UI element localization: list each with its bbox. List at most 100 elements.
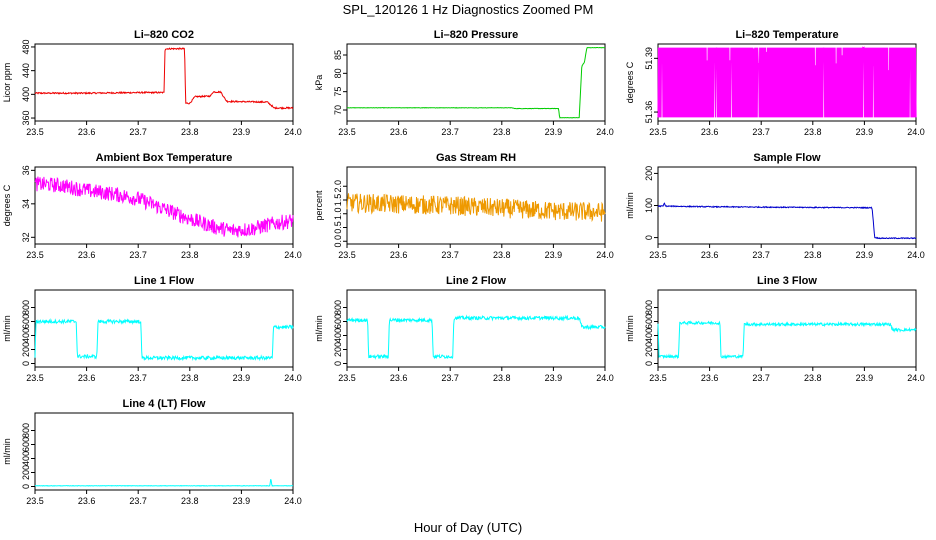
panel-8-ylabel: ml/min (625, 315, 635, 342)
panel-7-xtick-label: 23.8 (493, 373, 511, 383)
panel-2-title: Li–820 Temperature (735, 29, 838, 41)
panel-2-ytick-label: 51.36 (644, 101, 654, 124)
panel-7: Line 2 Flow 23.5 23.6 23.7 23.8 23.9 24.0 0 2004… (314, 275, 614, 383)
panel-5-xtick-label: 23.9 (856, 250, 874, 260)
panel-8-xtick-label: 24.0 (907, 373, 925, 383)
panel-9-ytick-label: 0 (21, 484, 31, 489)
panel-2-xtick-label: 23.7 (752, 127, 770, 137)
panel-9: Line 4 (LT) Flow 23.5 23.6 23.7 23.8 23.9 24.0… (2, 398, 302, 506)
panel-6-xtick-label: 24.0 (284, 373, 302, 383)
panel-3-xtick-label: 24.0 (284, 250, 302, 260)
panel-1-xtick-label: 23.9 (545, 127, 563, 137)
panel-3-ylabel: degrees C (2, 184, 12, 226)
panel-0-frame (34, 43, 294, 122)
panel-4: Gas Stream RH 23.5 23.6 23.7 23.8 23.9 24.0 0.0… (314, 152, 614, 260)
panel-8-ytick-label: 600 (644, 314, 654, 329)
panel-6-xtick-label: 23.6 (78, 373, 96, 383)
panel-1: Li–820 Pressure 23.5 23.6 23.7 23.8 23.9 24.0 7… (314, 29, 614, 137)
panel-6-ytick-label: 0 (21, 361, 31, 366)
panel-1-xtick-label: 23.6 (390, 127, 408, 137)
panel-9-xtick-label: 23.9 (233, 496, 251, 506)
panel-7-ytick-label: 0 (333, 361, 343, 366)
panel-9-ytick-label: 400 (21, 451, 31, 466)
panel-9-frame (34, 412, 294, 491)
panel-2-series-line (657, 46, 917, 118)
panel-0-ytick-label: 480 (21, 39, 31, 54)
panel-6-ytick-label: 800 (21, 300, 31, 315)
panel-7-xtick-label: 23.5 (338, 373, 356, 383)
panel-0-xtick-label: 23.5 (26, 127, 44, 137)
panel-0-ylabel: Licor ppm (2, 63, 12, 103)
panel-3-frame (34, 166, 294, 245)
panel-7-title: Line 2 Flow (446, 275, 506, 287)
panel-7-series-line (346, 314, 606, 360)
panel-4-ytick-label: 1.0 (333, 207, 343, 220)
panel-8-xtick-label: 23.9 (856, 373, 874, 383)
panel-1-ytick-label: 80 (333, 68, 343, 78)
panel-7-ylabel: ml/min (314, 315, 324, 342)
panel-9-series-line (34, 479, 294, 487)
panel-0-xtick-label: 24.0 (284, 127, 302, 137)
panel-1-xtick-label: 23.7 (441, 127, 459, 137)
panel-8: Line 3 Flow 23.5 23.6 23.7 23.8 23.9 24.0 0 2004… (625, 275, 925, 383)
panel-3-xtick-label: 23.5 (26, 250, 44, 260)
panel-0-xtick-label: 23.9 (233, 127, 251, 137)
panel-4-xtick-label: 23.6 (390, 250, 408, 260)
panel-9-xtick-label: 23.5 (26, 496, 44, 506)
panel-2-xtick-label: 24.0 (907, 127, 925, 137)
panel-5-xtick-label: 23.8 (804, 250, 822, 260)
panel-7-frame (346, 289, 606, 368)
panel-4-title: Gas Stream RH (436, 152, 516, 164)
panel-5-ytick-label: 100 (644, 198, 654, 213)
panel-6-xtick-label: 23.5 (26, 373, 44, 383)
panel-6-xtick-label: 23.9 (233, 373, 251, 383)
panel-8-ytick-label: 200 (644, 342, 654, 357)
panel-1-xtick-label: 23.8 (493, 127, 511, 137)
panel-6-ytick-label: 600 (21, 314, 31, 329)
panel-9-xtick-label: 23.8 (181, 496, 199, 506)
panel-7-ytick-label: 600 (333, 314, 343, 329)
panel-0-ytick-label: 400 (21, 87, 31, 102)
panel-0-series-line (34, 47, 294, 110)
panel-3-xtick-label: 23.6 (78, 250, 96, 260)
panel-2-xtick-label: 23.5 (649, 127, 667, 137)
panel-6-xtick-label: 23.8 (181, 373, 199, 383)
panel-1-ytick-label: 75 (333, 87, 343, 97)
panel-7-xtick-label: 23.6 (390, 373, 408, 383)
panel-0-ytick-label: 440 (21, 63, 31, 78)
panel-9-ylabel: ml/min (2, 438, 12, 465)
panel-3-ytick-label: 34 (21, 199, 31, 209)
panel-6-title: Line 1 Flow (134, 275, 194, 287)
panel-6: Line 1 Flow 23.5 23.6 23.7 23.8 23.9 24.0 0 2004… (2, 275, 302, 383)
panel-5-frame (657, 166, 917, 245)
panel-5: Sample Flow 23.5 23.6 23.7 23.8 23.9 24.0 0 100 2… (625, 152, 925, 260)
panel-8-ytick-label: 0 (644, 361, 654, 366)
panel-7-ytick-label: 200 (333, 342, 343, 357)
panel-8-xtick-label: 23.8 (804, 373, 822, 383)
panel-5-ytick-label: 200 (644, 166, 654, 181)
panel-6-frame (34, 289, 294, 368)
panel-5-ylabel: ml/min (625, 192, 635, 219)
panel-4-xtick-label: 23.8 (493, 250, 511, 260)
panel-4-ytick-label: 0.5 (333, 221, 343, 234)
panel-0-title: Li–820 CO2 (134, 29, 194, 41)
panel-9-ytick-label: 600 (21, 437, 31, 452)
panel-3-xtick-label: 23.8 (181, 250, 199, 260)
panel-0: Li–820 CO2 23.5 23.6 23.7 23.8 23.9 24.0 360 400… (2, 29, 302, 137)
panel-1-xtick-label: 23.5 (338, 127, 356, 137)
panel-9-title: Line 4 (LT) Flow (123, 398, 206, 410)
panel-4-ytick-label: 0.0 (333, 235, 343, 248)
panel-8-xtick-label: 23.5 (649, 373, 667, 383)
panel-1-ylabel: kPa (314, 75, 324, 91)
panel-8-title: Line 3 Flow (757, 275, 817, 287)
panel-8-ytick-label: 800 (644, 300, 654, 315)
panel-4-ytick-label: 1.5 (333, 194, 343, 207)
panel-1-frame (346, 43, 606, 122)
panel-3-xtick-label: 23.7 (129, 250, 147, 260)
panel-3: Ambient Box Temperature 23.5 23.6 23.7 23.8 2… (2, 152, 302, 260)
panel-1-ytick-label: 70 (333, 105, 343, 115)
panel-2-xtick-label: 23.9 (856, 127, 874, 137)
panel-8-xtick-label: 23.7 (752, 373, 770, 383)
panel-6-ytick-label: 400 (21, 328, 31, 343)
